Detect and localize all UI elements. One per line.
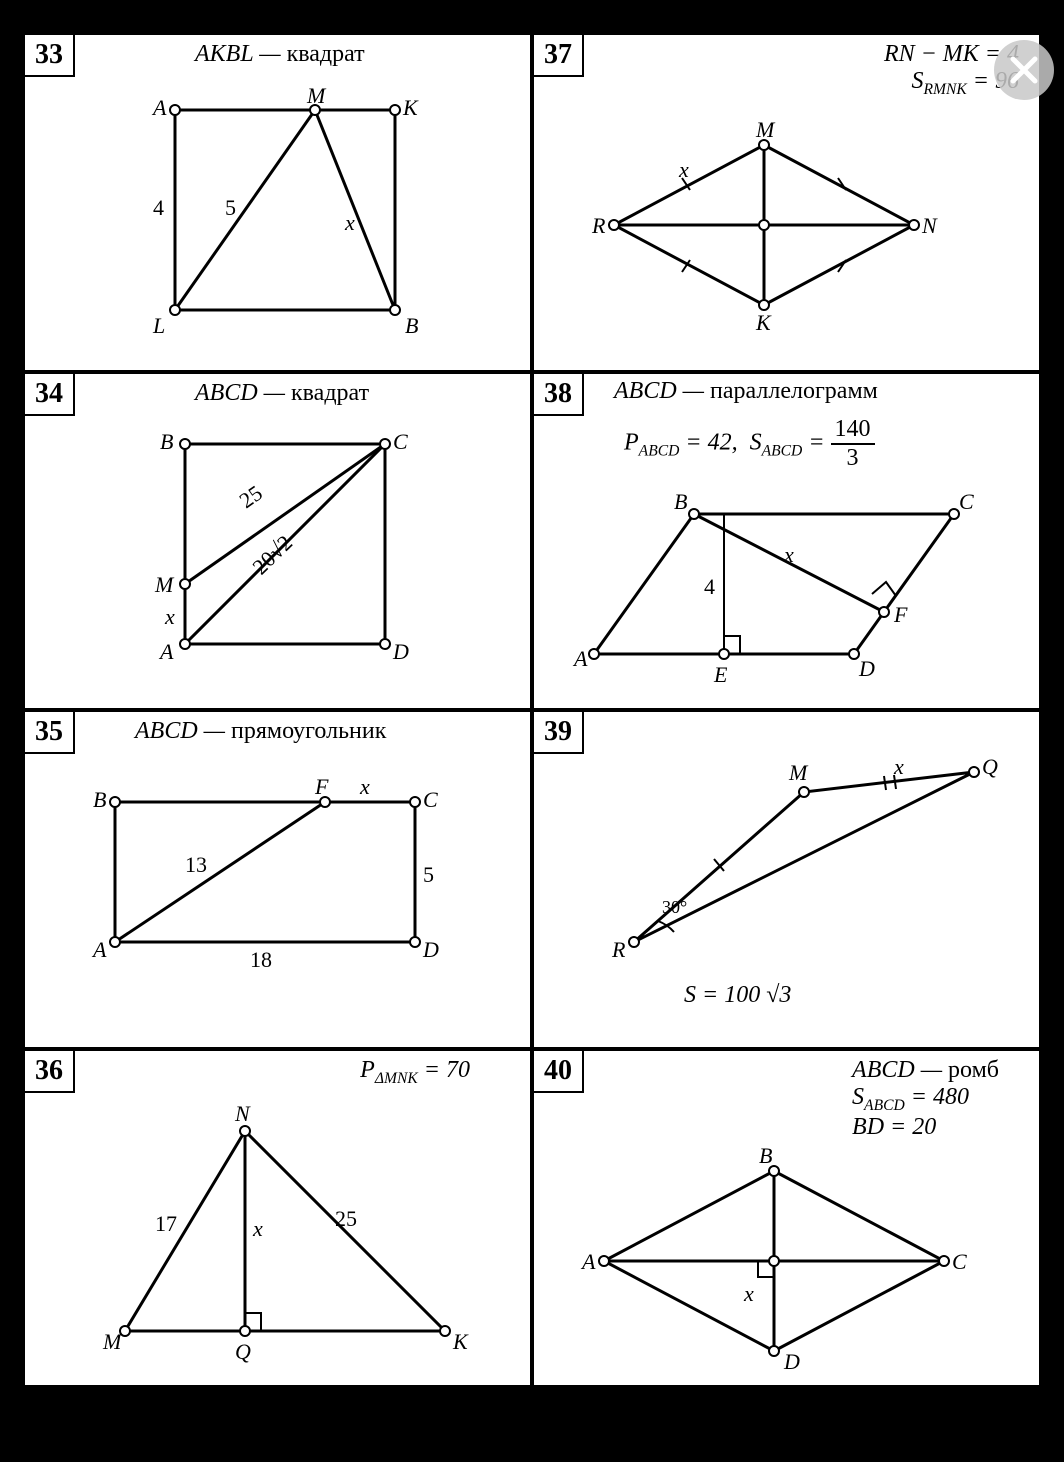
vertex-M: M bbox=[756, 117, 774, 143]
given-area: S = 100 √3 bbox=[684, 982, 791, 1009]
val-17: 17 bbox=[155, 1211, 177, 1237]
angle-30: 30° bbox=[662, 897, 687, 918]
figure-33 bbox=[25, 35, 535, 365]
side-4: 4 bbox=[153, 195, 164, 221]
cell-34: 34 ABCD — квадрат B C A D M x 25 bbox=[23, 372, 532, 711]
vertex-D: D bbox=[859, 656, 875, 682]
vertex-B: B bbox=[160, 429, 173, 455]
problem-number: 35 bbox=[23, 710, 75, 754]
vertex-K: K bbox=[453, 1329, 468, 1355]
unknown-x: x bbox=[345, 210, 355, 236]
vertex-A: A bbox=[160, 639, 173, 665]
vertex-M: M bbox=[789, 760, 807, 786]
figure-37 bbox=[534, 35, 1044, 365]
vertex-M: M bbox=[307, 83, 325, 109]
val-13: 13 bbox=[185, 852, 207, 878]
problem-number: 40 bbox=[532, 1049, 584, 1093]
unknown-x: x bbox=[744, 1281, 754, 1307]
val-25: 25 bbox=[335, 1206, 357, 1232]
vertex-C: C bbox=[423, 787, 438, 813]
figure-40 bbox=[534, 1051, 1044, 1381]
vertex-R: R bbox=[612, 937, 625, 963]
vertex-A: A bbox=[574, 646, 587, 672]
side-5: 5 bbox=[225, 195, 236, 221]
vertex-B: B bbox=[674, 489, 687, 515]
problem-number: 37 bbox=[532, 33, 584, 77]
vertex-C: C bbox=[952, 1249, 967, 1275]
vertex-F: F bbox=[315, 774, 328, 800]
cell-33: 33 AKBL — квадрат A M K L B 4 5 bbox=[23, 33, 532, 372]
vertex-D: D bbox=[784, 1349, 800, 1375]
close-button[interactable] bbox=[994, 40, 1054, 100]
unknown-x: x bbox=[894, 754, 904, 780]
cell-38: 38 ABCD — параллелограмм PABCD = 42, SAB… bbox=[532, 372, 1041, 711]
vertex-D: D bbox=[393, 639, 409, 665]
vertex-A: A bbox=[582, 1249, 595, 1275]
vertex-C: C bbox=[959, 489, 974, 515]
vertex-F: F bbox=[894, 602, 907, 628]
close-icon bbox=[1007, 53, 1041, 87]
unknown-x: x bbox=[165, 604, 175, 630]
unknown-x: x bbox=[784, 542, 794, 568]
vertex-N: N bbox=[235, 1101, 250, 1127]
vertex-B: B bbox=[405, 313, 418, 339]
vertex-Q: Q bbox=[235, 1339, 251, 1365]
cell-35: 35 ABCD — прямоугольник B C A D F x 13 5 bbox=[23, 710, 532, 1049]
cell-39: 39 R M Q x 30° S = 100 √3 bbox=[532, 710, 1041, 1049]
val-18: 18 bbox=[250, 947, 272, 973]
problem-number: 38 bbox=[532, 372, 584, 416]
cell-40: 40 ABCD — ромб SABCD = 480 BD = 20 bbox=[532, 1049, 1041, 1388]
vertex-Q: Q bbox=[982, 754, 998, 780]
problem-number: 33 bbox=[23, 33, 75, 77]
vertex-L: L bbox=[153, 313, 165, 339]
vertex-E: E bbox=[714, 662, 727, 688]
unknown-x: x bbox=[253, 1216, 263, 1242]
figure-38 bbox=[534, 374, 1044, 704]
problem-number: 34 bbox=[23, 372, 75, 416]
vertex-B: B bbox=[759, 1143, 772, 1169]
unknown-x: x bbox=[679, 157, 689, 183]
vertex-M: M bbox=[155, 572, 173, 598]
val-4: 4 bbox=[704, 574, 715, 600]
cell-36: 36 PΔMNK = 70 M N K Q 17 25 x bbox=[23, 1049, 532, 1388]
vertex-A: A bbox=[93, 937, 106, 963]
unknown-x: x bbox=[360, 774, 370, 800]
problem-grid: 33 AKBL — квадрат A M K L B 4 5 bbox=[20, 30, 1044, 1390]
val-5: 5 bbox=[423, 862, 434, 888]
cell-37: 37 RN − MK = 4 SRMNK = 96 bbox=[532, 33, 1041, 372]
vertex-K: K bbox=[756, 310, 771, 336]
figure-35 bbox=[25, 712, 535, 1042]
vertex-B: B bbox=[93, 787, 106, 813]
vertex-A: A bbox=[153, 95, 166, 121]
vertex-N: N bbox=[922, 213, 937, 239]
vertex-K: K bbox=[403, 95, 418, 121]
page: 33 AKBL — квадрат A M K L B 4 5 bbox=[0, 0, 1064, 1462]
vertex-R: R bbox=[592, 213, 605, 239]
vertex-C: C bbox=[393, 429, 408, 455]
problem-number: 36 bbox=[23, 1049, 75, 1093]
vertex-D: D bbox=[423, 937, 439, 963]
vertex-M: M bbox=[103, 1329, 121, 1355]
problem-number: 39 bbox=[532, 710, 584, 754]
